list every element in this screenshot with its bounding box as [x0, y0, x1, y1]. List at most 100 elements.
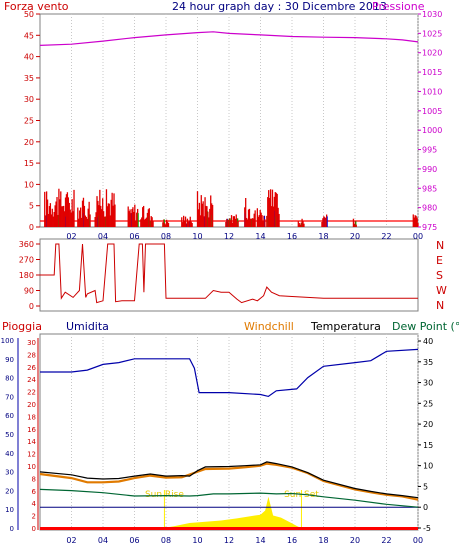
wind-x-tick: 04: [98, 232, 108, 241]
rain-y-tick: 10: [27, 463, 36, 471]
windchill-line: [39, 462, 419, 501]
direction-y-tick: 360: [19, 240, 34, 249]
wind-axes: 0510152025303540455097598098599099510001…: [24, 10, 443, 241]
wind-y-tick: 50: [24, 10, 34, 19]
wind-x-tick: 16: [287, 232, 297, 241]
compass-label: S: [436, 269, 443, 282]
wind-bars: [40, 188, 419, 227]
rain-y-tick: 6: [32, 488, 37, 496]
wind-y-tick: 5: [29, 202, 34, 211]
temp-x-tick: 10: [192, 536, 202, 545]
windchill-label: Windchill: [244, 320, 294, 333]
wind-y-tick: 0: [29, 223, 34, 232]
wind-y-tick: 40: [24, 53, 34, 62]
rain-y-tick: 18: [27, 413, 36, 421]
temp-x-tick: 22: [381, 536, 391, 545]
wind-grid: [71, 14, 419, 227]
rain-y-tick: 14: [27, 438, 36, 446]
temp-y-tick: 35: [423, 358, 433, 367]
humidity-y-tick: 10: [5, 506, 14, 514]
solar-area: [162, 496, 303, 529]
wind-x-tick: 00: [413, 232, 423, 241]
rain-y-tick: 30: [27, 339, 36, 347]
humidity-y-tick: 90: [5, 356, 14, 364]
pressure-y-tick: 1015: [422, 68, 442, 77]
humidity-y-tick: 20: [5, 487, 14, 495]
direction-y-tick: 180: [19, 271, 34, 280]
compass-label: W: [436, 284, 447, 297]
wind-y-tick: 35: [24, 74, 34, 83]
temp-x-tick: 20: [350, 536, 360, 545]
direction-y-tick: 90: [24, 287, 34, 296]
temp-x-tick: 12: [224, 536, 234, 545]
rain-label: Pioggia: [2, 320, 42, 333]
wind-y-tick: 10: [24, 180, 34, 189]
rain-y-tick: 12: [27, 451, 36, 459]
pressure-y-tick: 1030: [422, 10, 442, 19]
rain-y-tick: 26: [27, 364, 36, 372]
compass-label: E: [436, 254, 443, 267]
temp-y-tick: 5: [423, 482, 428, 491]
rain-y-tick: 28: [27, 351, 36, 359]
compass-label: N: [436, 299, 444, 312]
pressure-y-tick: 975: [422, 223, 437, 232]
temp-x-tick: 00: [413, 536, 423, 545]
humidity-y-tick: 100: [1, 337, 14, 345]
rain-y-tick: 22: [27, 389, 36, 397]
temp-y-tick: 20: [423, 420, 433, 429]
rain-y-tick: 4: [32, 500, 37, 508]
rain-y-tick: 2: [32, 513, 36, 521]
temp-y-tick: 40: [423, 337, 433, 346]
compass-label: N: [436, 239, 444, 252]
temp-y-tick: 25: [423, 399, 433, 408]
temp-x-tick: 18: [318, 536, 328, 545]
humidity-y-tick: 80: [5, 375, 14, 383]
rain-y-tick: 0: [32, 525, 36, 533]
wind-x-tick: 20: [350, 232, 360, 241]
rain-y-tick: 16: [27, 426, 36, 434]
direction-y-tick: 270: [19, 256, 34, 265]
wind-panel-frame: [39, 13, 419, 228]
sunrise-label: Sun Rise: [145, 490, 184, 500]
direction-y-tick: 0: [29, 302, 34, 311]
pressure-y-tick: 1000: [422, 126, 442, 135]
wind-y-tick: 25: [24, 117, 34, 126]
temp-x-tick: 08: [161, 536, 171, 545]
wind-y-tick: 45: [24, 31, 34, 40]
pressure-line: [39, 31, 419, 46]
rain-y-tick: 24: [27, 376, 36, 384]
temp-x-tick: 16: [287, 536, 297, 545]
pressure-y-tick: 1005: [422, 107, 442, 116]
wind-x-tick: 06: [129, 232, 139, 241]
pressure-y-tick: 980: [422, 204, 437, 213]
wind-x-tick: 22: [381, 232, 391, 241]
temp-x-tick: 02: [66, 536, 76, 545]
temp-y-tick: 15: [423, 441, 433, 450]
humidity-y-tick: 60: [5, 412, 14, 420]
temp-y-tick: 10: [423, 462, 433, 471]
humidity-y-tick: 30: [5, 469, 14, 477]
dewpoint-line: [39, 488, 419, 508]
humidity-y-tick: 0: [10, 525, 14, 533]
wind-x-tick: 18: [318, 232, 328, 241]
temp-y-tick: 0: [423, 503, 428, 512]
sunset-label: Sun Set: [284, 490, 319, 500]
pressure-y-tick: 1010: [422, 87, 442, 96]
direction-line: [40, 243, 418, 304]
temp-y-tick: 30: [423, 379, 433, 388]
wind-x-tick: 14: [255, 232, 265, 241]
pressure-y-tick: 985: [422, 184, 437, 193]
wind-x-tick: 02: [66, 232, 76, 241]
temp-x-tick: 06: [129, 536, 139, 545]
humidity-label: Umidita: [66, 320, 109, 333]
temp-x-tick: 04: [98, 536, 108, 545]
wind-x-tick: 12: [224, 232, 234, 241]
humidity-y-tick: 70: [5, 393, 14, 401]
pressure-label: Pressione: [372, 0, 425, 13]
humidity-line: [40, 348, 419, 398]
rain-baseline-bar: [40, 527, 418, 530]
pressure-y-tick: 995: [422, 146, 437, 155]
wind-y-tick: 30: [24, 95, 34, 104]
wind-label: Forza vento: [4, 0, 69, 13]
